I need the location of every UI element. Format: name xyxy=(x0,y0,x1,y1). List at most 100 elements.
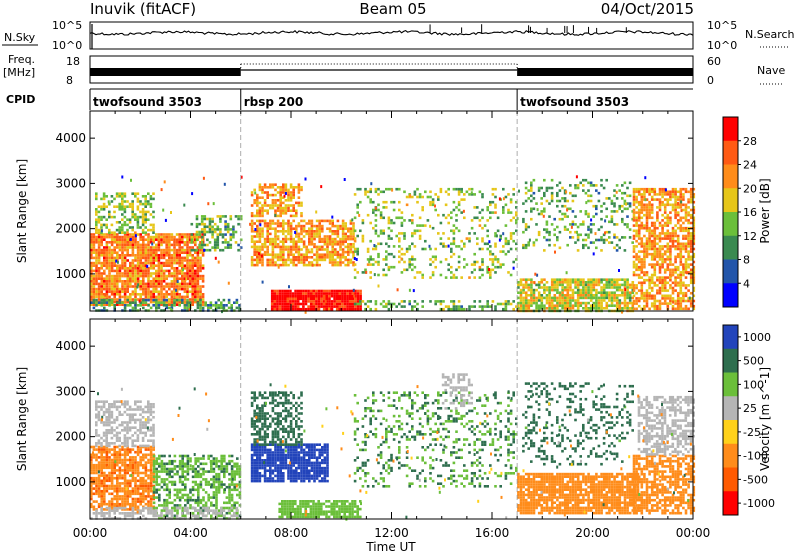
echo-cell xyxy=(661,297,664,300)
echo-cell xyxy=(103,261,106,265)
echo-cell xyxy=(282,253,285,256)
echo-cell xyxy=(100,251,103,254)
echo-cell xyxy=(131,261,135,265)
echo-cell xyxy=(129,235,132,239)
echo-cell xyxy=(533,281,536,285)
echo-cell xyxy=(284,183,288,186)
echo-cell xyxy=(576,184,580,187)
echo-cell xyxy=(447,237,450,240)
echo-cell xyxy=(483,305,487,308)
echo-cell xyxy=(107,200,110,204)
echo-cell xyxy=(95,267,98,270)
echo-cell xyxy=(211,233,214,236)
echo-cell xyxy=(574,299,577,302)
echo-cell xyxy=(584,291,588,294)
echo-cell xyxy=(271,186,275,189)
echo-cell xyxy=(103,251,106,254)
cpid-program-label: twofsound 3503 xyxy=(520,95,629,109)
echo-cell xyxy=(97,267,101,270)
echo-cell xyxy=(279,196,282,199)
echo-cell xyxy=(676,226,680,230)
echo-cell xyxy=(110,254,114,257)
echo-cell xyxy=(353,239,357,243)
echo-cell xyxy=(144,226,147,229)
echo-cell xyxy=(196,272,200,275)
echo-cell xyxy=(382,229,385,233)
echo-cell xyxy=(416,271,419,274)
echo-cell xyxy=(553,217,556,221)
echo-cell xyxy=(561,296,564,300)
echo-cell xyxy=(287,224,290,228)
echo-cell xyxy=(287,250,290,254)
echo-cell xyxy=(287,230,290,233)
echo-cell xyxy=(645,299,649,303)
echo-cell xyxy=(95,484,98,488)
echo-cell xyxy=(507,208,510,212)
echo-cell xyxy=(110,233,114,236)
echo-cell xyxy=(333,300,336,303)
echo-cell xyxy=(250,263,254,267)
echo-cell xyxy=(372,208,375,212)
echo-cell xyxy=(421,276,424,279)
echo-cell xyxy=(684,206,688,209)
echo-cell xyxy=(663,245,667,248)
echo-cell xyxy=(213,230,217,234)
echo-cell xyxy=(152,248,155,252)
echo-cell xyxy=(671,239,675,243)
echo-cell xyxy=(450,211,453,214)
echo-cell xyxy=(90,298,93,301)
echo-cell xyxy=(656,307,659,311)
echo-cell xyxy=(637,226,641,230)
echo-cell xyxy=(190,235,194,239)
echo-cell xyxy=(269,219,272,223)
echo-cell xyxy=(203,248,206,252)
echo-cell xyxy=(149,293,153,296)
echo-cell xyxy=(571,307,575,310)
echo-cell xyxy=(116,251,119,254)
echo-cell xyxy=(489,276,492,279)
echo-cell xyxy=(325,305,329,308)
echo-cell xyxy=(239,246,243,249)
echo-cell xyxy=(181,259,184,262)
echo-cell xyxy=(274,261,277,264)
echo-cell xyxy=(276,294,279,298)
echo-cell xyxy=(186,287,189,291)
echo-cell xyxy=(126,304,129,307)
echo-cell xyxy=(522,246,525,250)
echo-cell xyxy=(149,274,153,278)
echo-cell xyxy=(582,246,585,250)
echo-cell xyxy=(304,177,307,181)
echo-cell xyxy=(676,265,680,269)
echo-cell xyxy=(105,243,109,247)
echo-cell xyxy=(283,297,287,301)
echo-cell xyxy=(352,230,355,233)
echo-cell xyxy=(165,282,168,286)
echo-cell xyxy=(110,469,114,472)
echo-cell xyxy=(452,239,456,243)
echo-cell xyxy=(284,192,287,195)
echo-cell xyxy=(212,304,215,307)
echo-cell xyxy=(116,293,119,296)
echo-cell xyxy=(188,241,192,244)
echo-cell xyxy=(149,295,153,299)
echo-cell xyxy=(494,271,497,274)
echo-cell xyxy=(95,463,98,467)
echo-cell xyxy=(105,259,109,262)
echo-cell xyxy=(157,267,161,270)
echo-cell xyxy=(587,288,590,292)
echo-cell xyxy=(689,268,693,272)
echo-cell xyxy=(149,202,153,206)
echo-cell xyxy=(256,240,259,243)
echo-cell xyxy=(507,271,510,274)
echo-cell xyxy=(645,289,649,292)
echo-cell xyxy=(377,284,380,288)
echo-cell xyxy=(369,258,372,261)
echo-cell xyxy=(522,286,525,289)
echo-cell xyxy=(626,202,629,205)
echo-cell xyxy=(131,210,134,214)
echo-cell xyxy=(692,252,696,256)
echo-cell xyxy=(176,280,179,283)
echo-cell xyxy=(576,281,580,284)
echo-cell xyxy=(640,187,644,191)
echo-cell xyxy=(103,482,106,485)
